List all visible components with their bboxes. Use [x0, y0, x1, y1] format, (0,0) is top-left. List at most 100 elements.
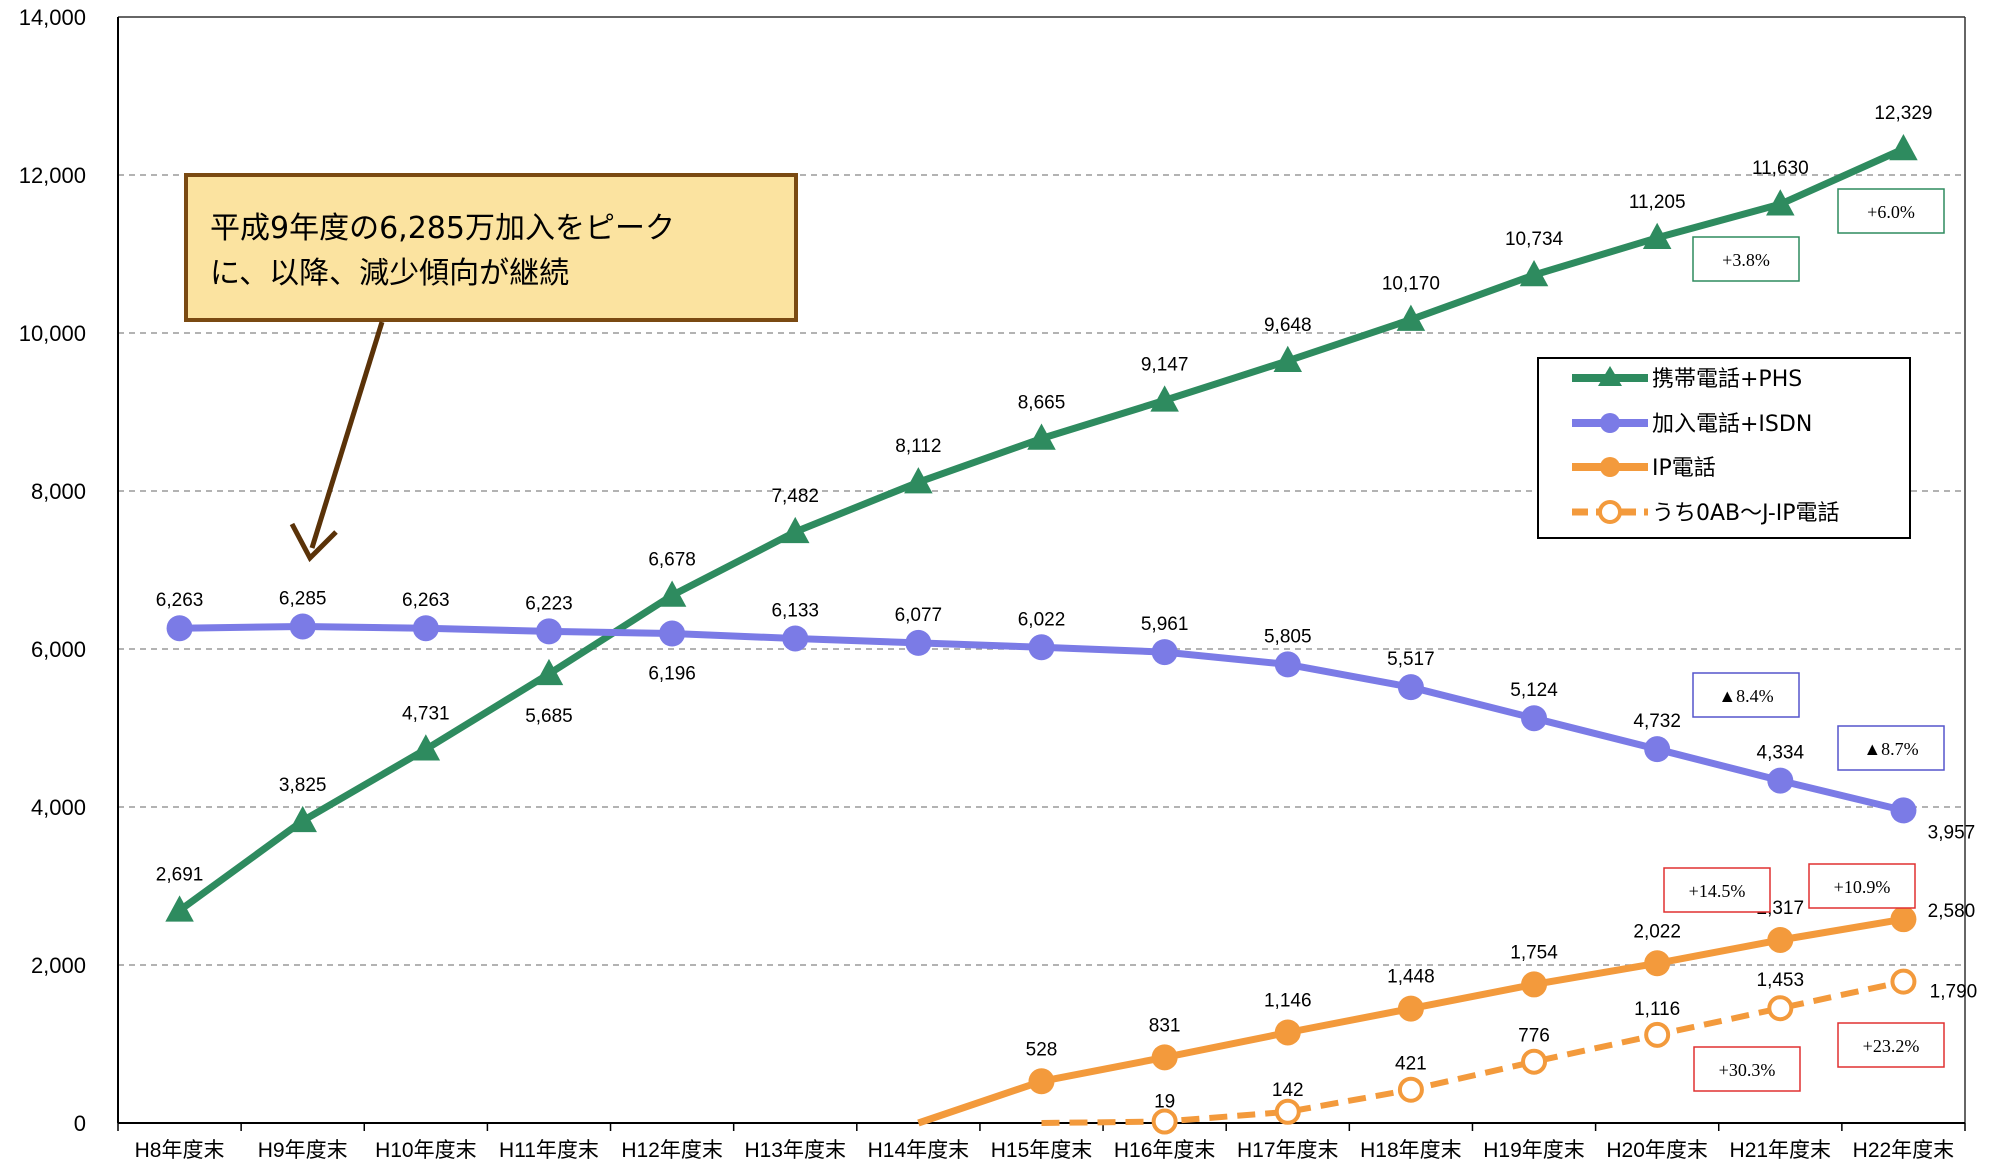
x-tick-label: H21年度末: [1730, 1139, 1832, 1162]
data-label: 1,116: [1634, 999, 1680, 1020]
badge-box: [1837, 725, 1945, 771]
data-label: 7,482: [771, 486, 819, 507]
data-label: 5,124: [1510, 680, 1558, 701]
data-label: 6,196: [648, 664, 696, 685]
triangle-marker-icon: [1598, 366, 1622, 386]
data-point-open-circle: [1151, 1108, 1178, 1135]
series-0: [165, 134, 1918, 922]
legend-item-mobile: 携帯電話+PHS: [1572, 366, 1802, 392]
data-label: 1,453: [1757, 970, 1805, 991]
data-label: 11,630: [1752, 158, 1809, 179]
data-point-circle: [1767, 926, 1794, 953]
data-point-triangle: [165, 895, 194, 922]
data-label: 4,334: [1757, 743, 1805, 764]
y-tick-label: 14,000: [19, 5, 86, 30]
callout-arrow-head: [289, 522, 338, 563]
data-point-circle: [1274, 651, 1301, 678]
data-point-triangle: [1889, 134, 1918, 161]
data-point-circle: [1397, 995, 1424, 1022]
data-point-circle: [1151, 1044, 1178, 1071]
legend-label-fixed: 加入電話+ISDN: [1652, 412, 1812, 437]
badge-label: ▲8.7%: [1863, 739, 1918, 759]
change-badge: +10.9%: [1808, 863, 1916, 909]
data-point-triangle: [904, 467, 933, 494]
data-label: 1,448: [1387, 967, 1435, 988]
data-label: 528: [1026, 1039, 1058, 1060]
legend-item-0abj: うち0AB～J-IP電話: [1572, 500, 1840, 526]
data-point-circle: [1890, 906, 1917, 933]
data-point-circle: [1028, 634, 1055, 661]
data-point-circle: [1274, 1019, 1301, 1046]
change-badge: +23.2%: [1837, 1022, 1945, 1068]
data-point-triangle: [780, 516, 810, 544]
data-point-circle: [905, 629, 932, 656]
callout-text-line1: 平成9年度の6,285万加入をピーク: [210, 211, 675, 246]
data-label: 6,678: [648, 549, 696, 570]
x-tick-label: H22年度末: [1853, 1139, 1955, 1162]
peak-annotation-callout: 平成9年度の6,285万加入をピーク に、以降、減少傾向が継続: [184, 173, 798, 563]
legend: 携帯電話+PHS 加入電話+ISDN IP電話 うち0AB～J-IP電話: [1537, 357, 1911, 539]
y-tick-label: 10,000: [19, 321, 86, 346]
y-tick-label: 12,000: [19, 163, 86, 188]
series-3: [1041, 968, 1917, 1135]
data-label: 10,734: [1505, 229, 1564, 250]
data-point-triangle: [1642, 222, 1672, 250]
badge-box: [1693, 1046, 1801, 1092]
change-badge: +6.0%: [1837, 188, 1945, 234]
data-point-circle: [782, 625, 809, 652]
data-label: 5,517: [1387, 649, 1435, 670]
data-label: 6,223: [525, 593, 573, 614]
y-tick-label: 6,000: [31, 637, 86, 662]
change-badge: +30.3%: [1693, 1046, 1801, 1092]
data-label: 8,112: [895, 436, 941, 457]
badge-box: [1663, 867, 1771, 913]
data-point-open-circle: [1521, 1048, 1548, 1075]
x-tick-label: H12年度末: [621, 1139, 723, 1162]
data-label: 421: [1395, 1054, 1427, 1075]
data-point-circle: [659, 620, 686, 647]
data-label: 3,957: [1928, 822, 1976, 843]
data-point-triangle: [1519, 260, 1549, 287]
data-label: 142: [1272, 1080, 1304, 1101]
data-point-triangle: [1150, 385, 1179, 412]
x-tick-label: H9年度末: [258, 1139, 348, 1162]
badge-box: [1837, 188, 1945, 234]
badge-box: [1692, 236, 1800, 282]
y-tick-label: 8,000: [31, 479, 86, 504]
data-label: 5,805: [1264, 626, 1312, 647]
legend-item-ip: IP電話: [1572, 456, 1716, 481]
data-label: 6,263: [402, 590, 450, 611]
data-point-triangle: [411, 734, 441, 761]
data-point-circle: [1644, 736, 1671, 763]
open-circle-marker-icon: [1598, 500, 1622, 524]
data-label: 776: [1518, 1026, 1550, 1047]
data-point-open-circle: [1890, 968, 1917, 995]
data-label: 19: [1154, 1091, 1175, 1112]
data-point-circle: [1397, 674, 1424, 701]
circle-marker-icon: [1600, 413, 1620, 433]
data-point-circle: [535, 618, 562, 645]
data-label: 12,329: [1874, 103, 1932, 124]
data-point-circle: [166, 615, 193, 642]
data-point-circle: [1890, 797, 1917, 824]
x-tick-label: H8年度末: [135, 1139, 225, 1162]
data-label: 11,205: [1629, 192, 1686, 213]
data-label: 5,961: [1141, 614, 1189, 635]
badge-label: +6.0%: [1867, 202, 1915, 222]
series-layer: [165, 134, 1918, 1135]
data-label: 831: [1149, 1015, 1181, 1036]
x-tick-label: H11年度末: [499, 1139, 599, 1162]
data-label: 2,691: [156, 864, 204, 885]
data-label: 2,022: [1633, 921, 1681, 942]
data-point-triangle: [288, 805, 317, 833]
y-tick-label: 0: [74, 1111, 86, 1136]
badge-label: +3.8%: [1722, 250, 1770, 270]
data-label: 6,077: [895, 605, 943, 626]
data-label: 6,133: [771, 600, 819, 621]
x-tick-label: H20年度末: [1606, 1139, 1708, 1162]
data-point-open-circle: [1644, 1021, 1671, 1048]
data-label: 1,146: [1264, 990, 1312, 1011]
change-badges: +3.8% +6.0% ▲8.4% ▲8.7% +14.5% +10.9% +30.3% +2…: [1663, 188, 1945, 1092]
data-label: 5,685: [525, 706, 573, 727]
data-point-open-circle: [1397, 1076, 1424, 1103]
